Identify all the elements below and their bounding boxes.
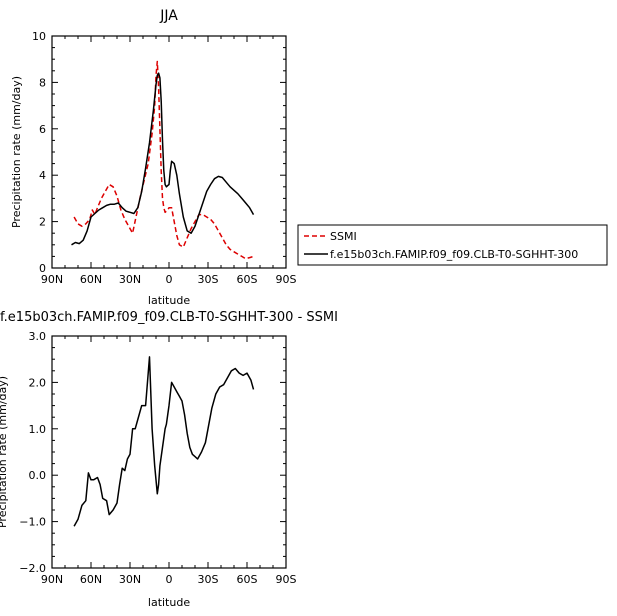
x-tick-label: 90S xyxy=(276,273,297,286)
x-tick-label: 60S xyxy=(237,273,258,286)
bottom-x-axis-label: latitude xyxy=(148,596,190,609)
x-tick-label: 60N xyxy=(80,273,102,286)
bottom-x-tick-labels: 90N 60N 30N 0 30S 60S 90S xyxy=(41,573,297,586)
legend-box xyxy=(297,224,608,266)
top-y-tick-labels: 0 2 4 6 8 10 xyxy=(32,30,46,275)
legend: SSMI f.e15b03ch.FAMIP.f09_f09.CLB-T0-SGH… xyxy=(297,224,608,266)
y-tick-label: 8 xyxy=(39,76,46,89)
x-tick-label: 0 xyxy=(166,573,173,586)
y-tick-label: 0.0 xyxy=(29,469,47,482)
top-tick-marks xyxy=(51,35,287,269)
top-chart-title: JJA xyxy=(159,8,178,24)
top-plot-frame xyxy=(51,35,287,269)
top-series-lines xyxy=(71,60,255,260)
y-tick-label: 2 xyxy=(39,216,46,229)
bottom-tick-marks xyxy=(51,335,287,569)
x-tick-label: 30N xyxy=(119,273,141,286)
x-tick-label: 90N xyxy=(41,273,63,286)
bottom-plot-frame xyxy=(51,335,287,569)
x-tick-label: 90N xyxy=(41,573,63,586)
bottom-y-tick-labels: −2.0 −1.0 0.0 1.0 2.0 3.0 xyxy=(19,330,46,575)
x-tick-label: 30S xyxy=(198,273,219,286)
x-tick-label: 0 xyxy=(166,273,173,286)
y-tick-label: 10 xyxy=(32,30,46,43)
y-tick-label: 2.0 xyxy=(29,376,47,389)
y-tick-label: 6 xyxy=(39,123,46,136)
series-line-0 xyxy=(73,60,254,260)
x-tick-label: 60N xyxy=(80,573,102,586)
y-tick-label: 3.0 xyxy=(29,330,47,343)
top-y-axis-label: Precipitation rate (mm/day) xyxy=(10,76,23,228)
bottom-y-axis-label: Precipitation rate (mm/day) xyxy=(0,376,9,528)
top-x-axis-label: latitude xyxy=(148,294,190,307)
legend-label-model: f.e15b03ch.FAMIP.f09_f09.CLB-T0-SGHHT-30… xyxy=(330,248,578,261)
y-tick-label: 1.0 xyxy=(29,423,47,436)
x-tick-label: 90S xyxy=(276,573,297,586)
y-tick-label: −2.0 xyxy=(19,562,46,575)
top-x-tick-labels: 90N 60N 30N 0 30S 60S 90S xyxy=(41,273,297,286)
x-tick-label: 30N xyxy=(119,573,141,586)
y-tick-label: −1.0 xyxy=(19,516,46,529)
legend-label-ssmi: SSMI xyxy=(330,230,357,243)
y-tick-label: 0 xyxy=(39,262,46,275)
bottom-chart-title: f.e15b03ch.FAMIP.f09_f09.CLB-T0-SGHHT-30… xyxy=(0,310,338,325)
x-tick-label: 60S xyxy=(237,573,258,586)
series-line-0 xyxy=(73,356,255,527)
bottom-series-lines xyxy=(73,356,255,527)
top-panel: JJA 90N 60N 30N 0 30S 60S 90S 0 2 4 6 8 10 latitude… xyxy=(10,8,608,307)
y-tick-label: 4 xyxy=(39,169,46,182)
x-tick-label: 30S xyxy=(198,573,219,586)
bottom-panel: f.e15b03ch.FAMIP.f09_f09.CLB-T0-SGHHT-30… xyxy=(0,310,338,609)
series-line-1 xyxy=(71,72,255,246)
